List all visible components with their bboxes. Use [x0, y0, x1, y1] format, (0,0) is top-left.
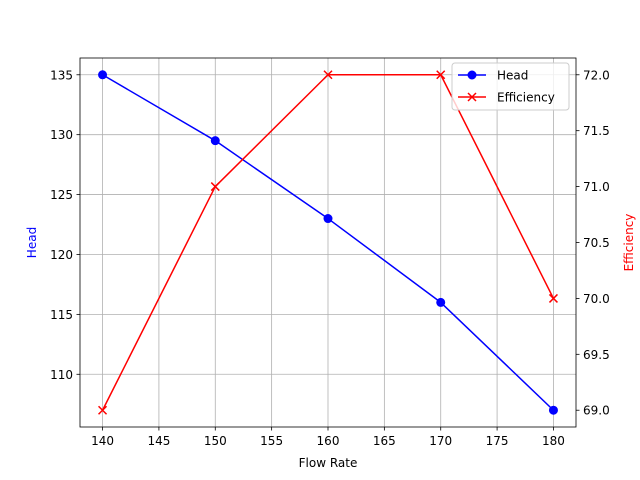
- y-right-axis-ticks: 69.0 69.5 70.0 70.5 71.0 71.5 72.0: [576, 68, 610, 418]
- y-left-tick-label: 115: [50, 308, 73, 322]
- data-point-efficiency: [548, 293, 558, 303]
- y-left-axis-label: Head: [25, 227, 39, 258]
- x-axis-label: Flow Rate: [299, 456, 358, 470]
- data-point-efficiency: [436, 70, 446, 80]
- y-left-tick-label: 135: [50, 68, 73, 82]
- data-point-efficiency: [323, 70, 333, 80]
- series-layer: [98, 70, 558, 415]
- x-tick-label: 140: [91, 434, 114, 448]
- legend-marker-head: [467, 70, 477, 80]
- x-tick-label: 175: [486, 434, 509, 448]
- legend-entry-efficiency: Efficiency: [458, 91, 555, 105]
- y-right-axis-label: Efficiency: [622, 214, 636, 272]
- data-point-head: [323, 214, 333, 224]
- y-left-tick-label: 110: [50, 368, 73, 382]
- y-left-tick-label: 120: [50, 248, 73, 262]
- y-left-tick-label: 125: [50, 188, 73, 202]
- x-tick-label: 160: [317, 434, 340, 448]
- legend: Head Efficiency: [451, 62, 570, 111]
- legend-label-efficiency: Efficiency: [497, 91, 555, 105]
- x-tick-label: 150: [204, 434, 227, 448]
- data-point-head: [548, 405, 558, 415]
- legend-entry-head: Head: [458, 69, 528, 83]
- y-right-tick-label: 69.5: [583, 348, 610, 362]
- data-point-head: [436, 297, 446, 307]
- data-point-head: [210, 136, 220, 146]
- x-tick-label: 180: [542, 434, 565, 448]
- legend-label-head: Head: [497, 69, 528, 83]
- y-left-axis-ticks: 110 115 120 125 130 135: [50, 68, 80, 382]
- y-left-tick-label: 130: [50, 128, 73, 142]
- grid: [80, 58, 576, 427]
- data-point-efficiency: [210, 182, 220, 192]
- y-right-tick-label: 70.0: [583, 292, 610, 306]
- x-tick-label: 155: [260, 434, 283, 448]
- x-tick-label: 165: [373, 434, 396, 448]
- x-tick-label: 145: [147, 434, 170, 448]
- y-right-tick-label: 71.0: [583, 180, 610, 194]
- y-right-tick-label: 71.5: [583, 124, 610, 138]
- legend-marker-efficiency: [467, 92, 477, 102]
- x-axis-ticks: 140 145 150 155 160 165 170 175 180: [91, 427, 565, 448]
- data-point-head: [98, 70, 108, 80]
- y-right-tick-label: 69.0: [583, 404, 610, 418]
- y-right-tick-label: 70.5: [583, 236, 610, 250]
- y-right-tick-label: 72.0: [583, 68, 610, 82]
- x-tick-label: 170: [429, 434, 452, 448]
- data-point-efficiency: [98, 405, 108, 415]
